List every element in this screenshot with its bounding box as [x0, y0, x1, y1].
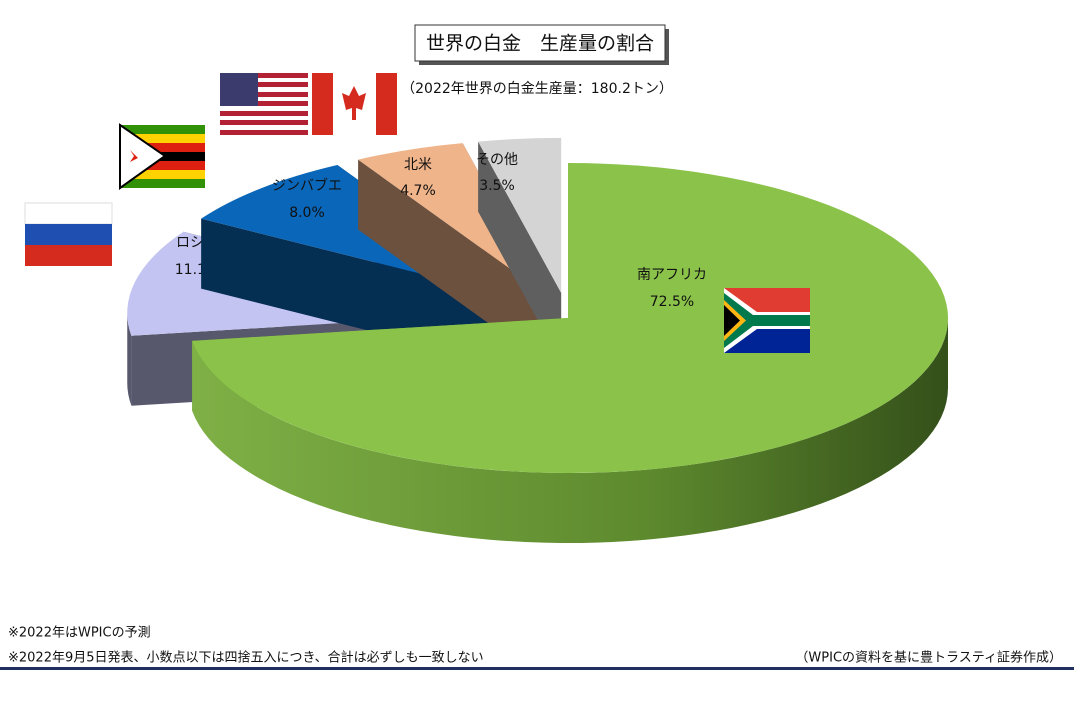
slice-top — [478, 137, 562, 293]
slice-top — [358, 143, 546, 295]
slice: その他 3.5% — [476, 137, 562, 363]
flag-russia — [24, 202, 113, 266]
flag-usa — [220, 73, 308, 135]
value-label: 72.5% — [650, 294, 694, 310]
slice-wall — [127, 312, 132, 406]
title-box — [414, 24, 666, 62]
slice-label: 南アフリカ — [637, 267, 707, 283]
value-label: 4.7% — [400, 183, 436, 199]
slice-label: ジンバブエ — [272, 177, 342, 194]
flag-zimbabwe — [119, 123, 205, 190]
slice-label: 北米 — [404, 157, 432, 173]
flag-canada — [312, 73, 397, 135]
slice-label: その他 — [476, 152, 518, 168]
slice-side — [358, 159, 546, 365]
note: ※2022年9月5日発表、小数点以下は四捨五入につき、合計は必ずしも一致しない — [8, 650, 484, 666]
source: （WPICの資料を基に豊トラスティ証券作成） — [795, 650, 1062, 666]
footer-rule — [0, 667, 1074, 670]
slice-wall — [192, 318, 948, 543]
chart-subtitle: （2022年世界の白金生産量：180.2トン） — [401, 81, 673, 97]
slice: 南アフリカ 72.5% — [192, 163, 949, 543]
slice-top — [192, 163, 949, 473]
value-label: 3.5% — [479, 178, 515, 194]
chart-title: 世界の白金 生産量の割合 — [426, 33, 654, 55]
slice-side — [478, 141, 562, 363]
note: ※2022年はWPICの予測 — [8, 626, 151, 641]
flag-south-africa — [724, 288, 810, 353]
value-label: 8.0% — [289, 205, 325, 221]
